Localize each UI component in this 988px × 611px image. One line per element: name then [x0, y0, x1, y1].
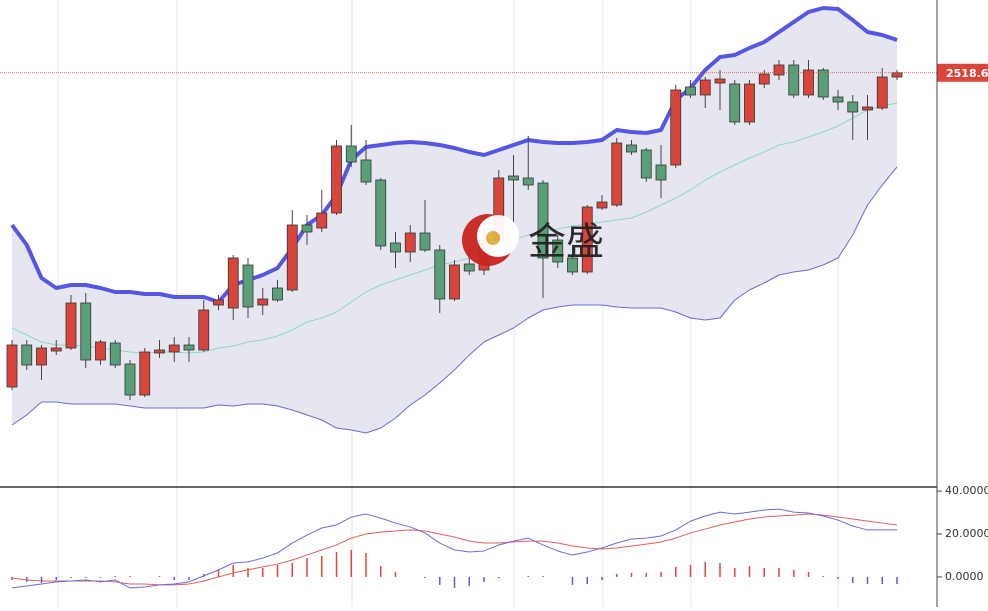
candle-body [80, 302, 92, 361]
price-label: 2518.61 [946, 67, 988, 80]
candle-body [788, 64, 800, 96]
candle-body [50, 347, 62, 352]
candle-body [508, 175, 519, 181]
candle-body [345, 145, 357, 163]
y-tick-label: 0.0000 [945, 570, 984, 583]
dif-line [11, 508, 897, 589]
candle-body [803, 69, 814, 96]
candle-body [6, 344, 18, 388]
candle-body [65, 302, 77, 349]
indicator-panel: 40.0000 20.0000 0.0000 [11, 484, 988, 589]
candle-body [434, 249, 446, 300]
candle-body [463, 263, 475, 272]
candle-body [699, 79, 711, 96]
candle-body [36, 347, 47, 366]
candle-body [552, 239, 564, 263]
candle-body [213, 299, 224, 306]
y-tick-label: 20.0000 [945, 527, 988, 540]
candle-body [596, 201, 608, 209]
candle-body [286, 224, 298, 291]
candle-body [183, 344, 195, 351]
candle-body [21, 344, 33, 366]
candle-body [316, 212, 328, 229]
candle-body [832, 96, 844, 103]
candle-body [581, 206, 593, 273]
candle-body [847, 101, 859, 113]
candle-body [168, 344, 180, 353]
candle-body [272, 287, 283, 301]
candle-body [744, 83, 755, 123]
candle-body [331, 145, 342, 214]
candle-body [390, 242, 401, 253]
candle-body [95, 341, 106, 361]
candle-body [640, 149, 652, 179]
candle-body [124, 363, 136, 396]
candle-body [714, 78, 726, 84]
candle-body [685, 86, 696, 96]
y-tick-label: 40.0000 [945, 484, 988, 497]
watermark: 金盛 [462, 214, 604, 266]
candle-body [360, 159, 372, 183]
upper-band [10, 6, 898, 304]
candle-body [655, 164, 667, 181]
candle-body [522, 177, 534, 186]
candle-body [567, 257, 578, 273]
lower-band [11, 166, 898, 434]
candle-body [375, 179, 387, 247]
candle-body [242, 264, 254, 308]
watermark-text: 金盛 [528, 220, 604, 264]
candle-body [729, 83, 741, 123]
candle-body [611, 142, 623, 206]
candle-body [626, 144, 637, 153]
price-panel: 2518.61 [0, 6, 988, 434]
candle-body [139, 351, 151, 396]
candle-body [891, 72, 903, 78]
candle-body [773, 64, 785, 76]
candle-body [154, 349, 165, 354]
candle-body [876, 76, 888, 109]
candle-body [109, 342, 121, 366]
candle-body [817, 69, 829, 98]
candle-body [301, 224, 313, 233]
price-label-box [937, 63, 988, 82]
candle-body [449, 264, 460, 300]
candle-body [758, 73, 770, 85]
candle-body [198, 309, 210, 351]
candle-body [537, 182, 549, 259]
candle-body [257, 298, 269, 306]
candle-body [404, 232, 416, 253]
candle-body [227, 257, 239, 309]
candle-body [670, 89, 682, 166]
candle-body [862, 106, 873, 111]
candle-body [419, 232, 431, 251]
